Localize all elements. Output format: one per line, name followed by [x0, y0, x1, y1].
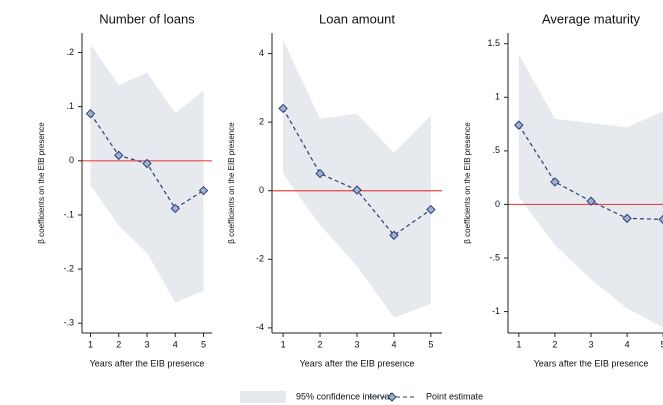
point-marker	[170, 203, 180, 214]
chart-title: Average maturity	[542, 11, 641, 26]
y-axis-label: β coefficients on the EIB presence	[227, 122, 236, 244]
legend-label: Point estimate	[426, 391, 483, 401]
y-tick-label: 0	[495, 199, 500, 209]
point-marker	[550, 177, 560, 187]
confidence-band	[283, 39, 431, 318]
x-tick-label: 3	[588, 339, 593, 349]
y-tick-label: 4	[259, 48, 264, 58]
y-tick-label: -4	[256, 322, 264, 332]
point-marker	[85, 108, 96, 119]
y-axis-label: β coefficients on the EIB presence	[463, 122, 472, 244]
x-tick-label: 5	[201, 339, 206, 349]
x-tick-label: 3	[354, 339, 359, 349]
y-tick-label: 2	[259, 117, 264, 127]
x-tick-label: 2	[318, 339, 323, 349]
y-tick-label: -.2	[63, 263, 74, 273]
x-axis-label: Years after the EIB presence	[300, 358, 415, 368]
legend-swatch-marker	[387, 392, 397, 402]
y-tick-label: -2	[256, 254, 264, 264]
point-marker	[198, 185, 209, 196]
panel: .2 .1 0 -.1 -.2 -.3 1 2 3 4 5 Number of loans Years …	[37, 11, 212, 368]
x-tick-label: 5	[428, 339, 433, 349]
x-tick-label: 1	[281, 339, 286, 349]
confidence-band	[90, 44, 204, 303]
point-marker	[514, 120, 524, 130]
legend-label: 95% confidence interval	[296, 391, 392, 401]
point-marker	[426, 204, 436, 215]
x-tick-label: 2	[552, 339, 557, 349]
chart-title: Number of loans	[99, 11, 195, 26]
y-tick-label: -1	[492, 306, 500, 316]
y-tick-label: -.1	[63, 209, 74, 219]
x-axis-label: Years after the EIB presence	[534, 358, 649, 368]
panel: 4 2 0 -2 -4 1 2 3 4 5 Loan amount Years after the E…	[227, 11, 442, 368]
x-tick-label: 3	[144, 339, 149, 349]
point-marker	[142, 158, 152, 169]
x-tick-label: 2	[116, 339, 121, 349]
confidence-band	[518, 54, 663, 328]
y-tick-label: 1.5	[487, 38, 500, 48]
point-marker	[352, 185, 362, 195]
point-marker	[278, 103, 288, 114]
point-marker	[315, 168, 325, 179]
y-tick-label: .5	[492, 145, 500, 155]
legend-swatch-band	[240, 391, 286, 403]
x-tick-label: 4	[391, 339, 396, 349]
y-tick-label: 0	[69, 155, 74, 165]
y-tick-label: -.5	[489, 252, 500, 262]
x-tick-label: 5	[661, 339, 663, 349]
x-axis-label: Years after the EIB presence	[90, 358, 205, 368]
x-tick-label: 4	[625, 339, 630, 349]
point-marker	[114, 150, 124, 161]
y-tick-label: .2	[66, 47, 74, 57]
y-tick-label: .1	[66, 101, 74, 111]
y-axis-label: β coefficients on the EIB presence	[37, 122, 46, 244]
x-tick-label: 4	[173, 339, 178, 349]
point-marker	[586, 196, 596, 206]
y-tick-label: 0	[259, 185, 264, 195]
y-tick-label: -.3	[63, 318, 74, 328]
x-tick-label: 1	[88, 339, 93, 349]
point-marker	[658, 214, 663, 224]
x-tick-label: 1	[516, 339, 521, 349]
point-marker	[389, 230, 399, 240]
chart-title: Loan amount	[319, 11, 395, 26]
y-tick-label: 1	[495, 92, 500, 102]
legend: 95% confidence interval Point estimate	[240, 391, 483, 403]
point-marker	[622, 213, 632, 224]
